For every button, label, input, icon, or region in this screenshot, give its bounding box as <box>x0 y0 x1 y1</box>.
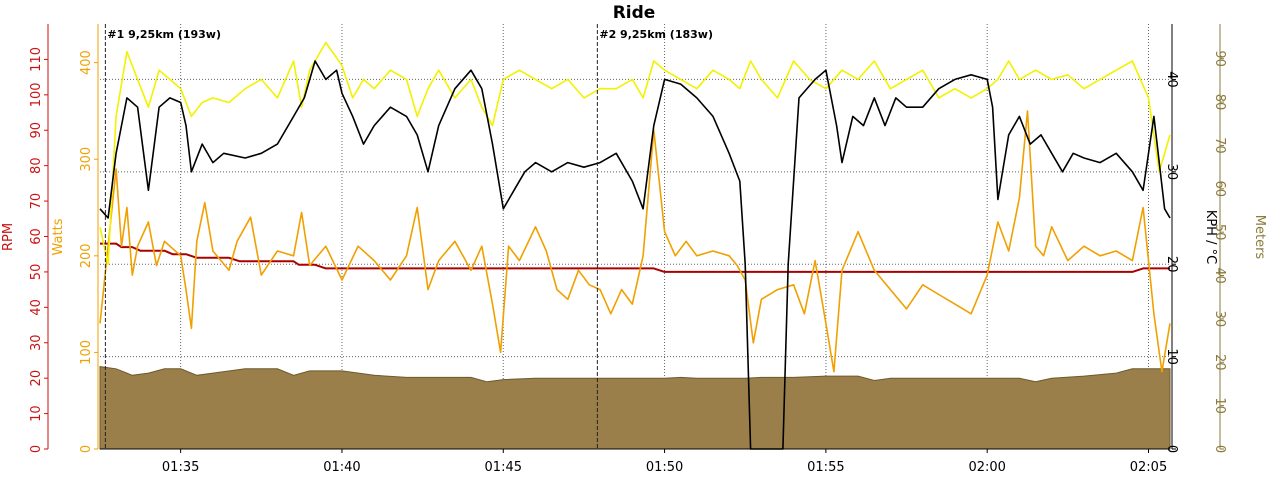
meters-tick-label: 30 <box>1212 311 1227 328</box>
x-tick-label: 01:50 <box>646 460 683 475</box>
rpm-tick-label: 0 <box>29 445 44 453</box>
watts-tick-label: 0 <box>79 445 94 453</box>
x-tick-label: 02:05 <box>1130 460 1167 475</box>
rpm-tick-label: 100 <box>29 82 44 107</box>
watts-tick-label: 100 <box>79 340 94 365</box>
chart-axes: 01:35 01:40 01:45 01:50 01:55 02:00 02:05 0 10 20… <box>1 24 1267 475</box>
watts-tick-label: 400 <box>79 50 94 75</box>
x-tick-label: 01:40 <box>323 460 360 475</box>
watts-tick-label: 200 <box>79 243 94 268</box>
altitude-area <box>99 366 1171 450</box>
watts-tick-label: 300 <box>79 147 94 172</box>
x-tick-label: 01:35 <box>162 460 199 475</box>
rpm-tick-label: 80 <box>29 157 44 174</box>
meters-tick-label: 90 <box>1212 50 1227 67</box>
chart-series <box>99 41 1171 450</box>
x-tick-label: 01:55 <box>807 460 844 475</box>
lap-marker-label: #2 9,25km (183w) <box>599 28 713 41</box>
meters-axis-label: Meters <box>1252 215 1267 260</box>
rpm-axis-label: RPM <box>1 223 16 251</box>
rpm-tick-label: 20 <box>29 370 44 387</box>
kph-tick-label: 10 <box>1164 348 1179 365</box>
meters-tick-label: 10 <box>1212 397 1227 414</box>
rpm-tick-label: 40 <box>29 299 44 316</box>
kph-tick-label: 30 <box>1164 164 1179 181</box>
meters-tick-label: 80 <box>1212 94 1227 111</box>
kph-tick-label: 40 <box>1164 71 1179 88</box>
x-tick-label: 01:45 <box>485 460 522 475</box>
rpm-tick-label: 10 <box>29 405 44 422</box>
chart-markers: #1 9,25km (193w) #2 9,25km (183w) <box>104 24 713 449</box>
meters-tick-label: 0 <box>1212 445 1227 453</box>
power-line <box>99 110 1171 373</box>
speed-line <box>99 60 1171 450</box>
kph-tick-label: 20 <box>1164 256 1179 273</box>
meters-tick-label: 20 <box>1212 354 1227 371</box>
meters-tick-label: 50 <box>1212 224 1227 241</box>
rpm-tick-label: 110 <box>29 47 44 72</box>
rpm-tick-label: 90 <box>29 122 44 139</box>
meters-tick-label: 40 <box>1212 267 1227 284</box>
x-tick-label: 02:00 <box>968 460 1005 475</box>
meters-tick-label: 60 <box>1212 181 1227 198</box>
lap-marker-label: #1 9,25km (193w) <box>107 28 221 41</box>
rpm-tick-label: 50 <box>29 264 44 281</box>
yellow-line-line <box>99 41 1171 265</box>
kph-axis-label: KPH / °C <box>1203 210 1218 264</box>
rpm-tick-label: 70 <box>29 193 44 210</box>
meters-tick-label: 70 <box>1212 137 1227 154</box>
rpm-tick-label: 30 <box>29 334 44 351</box>
watts-axis-label: Watts <box>51 218 66 255</box>
rpm-tick-label: 60 <box>29 228 44 245</box>
chart-title: Ride <box>613 3 656 23</box>
cadence-line <box>100 242 1170 273</box>
kph-tick-label: 0 <box>1164 445 1179 453</box>
